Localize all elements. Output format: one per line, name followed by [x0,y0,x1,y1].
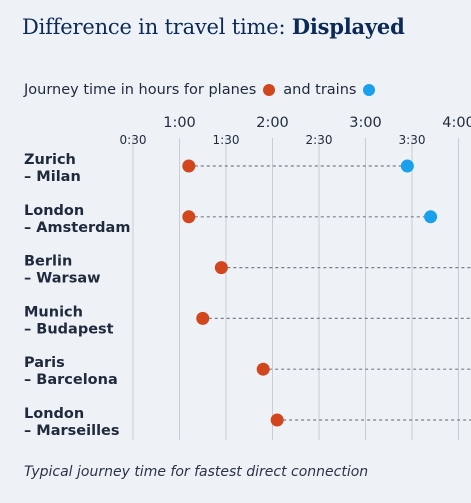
x-tick-label-minor: 3:30 [399,133,426,147]
title-highlight: Displayed [291,14,405,39]
plane-dot [182,159,196,173]
legend-train-dot [363,84,376,96]
plane-dot [256,362,270,376]
train-dot [400,159,414,173]
route-label-origin: Paris [24,355,65,371]
route-label-destination: – Amsterdam [24,220,130,236]
x-tick-label-major: 1:00 [163,115,196,131]
x-tick-label-major: 3:00 [349,115,382,131]
plane-dot [182,210,196,224]
x-tick-label-minor: 0:30 [120,133,147,147]
plane-dot [270,413,284,427]
route-label-destination: – Marseilles [24,423,120,439]
legend-plane-dot [263,84,276,96]
train-dot [424,210,438,224]
legend: Journey time in hours for planes and tra… [24,82,383,98]
chart-title: Difference in travel time: Displayed [22,14,405,39]
legend-trains-label: and trains [283,82,357,98]
route-label-destination: – Milan [24,169,81,185]
plane-dot [214,261,228,275]
title-prefix: Difference in travel time: [22,15,292,39]
route-label-origin: Zurich [24,152,76,168]
route-label-origin: Berlin [24,254,72,270]
plane-dot [196,311,210,325]
x-tick-label-major: 2:00 [256,115,289,131]
x-tick-label-major: 4:00 [442,115,471,131]
chart-caption: Typical journey time for fastest direct … [24,464,369,480]
legend-planes-label: Journey time in hours for planes [24,82,257,98]
x-tick-label-minor: 1:30 [213,133,240,147]
x-tick-label-minor: 2:30 [306,133,333,147]
route-label-destination: – Budapest [24,321,114,337]
route-label-origin: London [24,406,84,422]
route-label-destination: – Barcelona [24,372,118,388]
route-label-destination: – Warsaw [24,271,101,287]
route-label-origin: Munich [24,304,83,320]
route-label-origin: London [24,203,84,219]
